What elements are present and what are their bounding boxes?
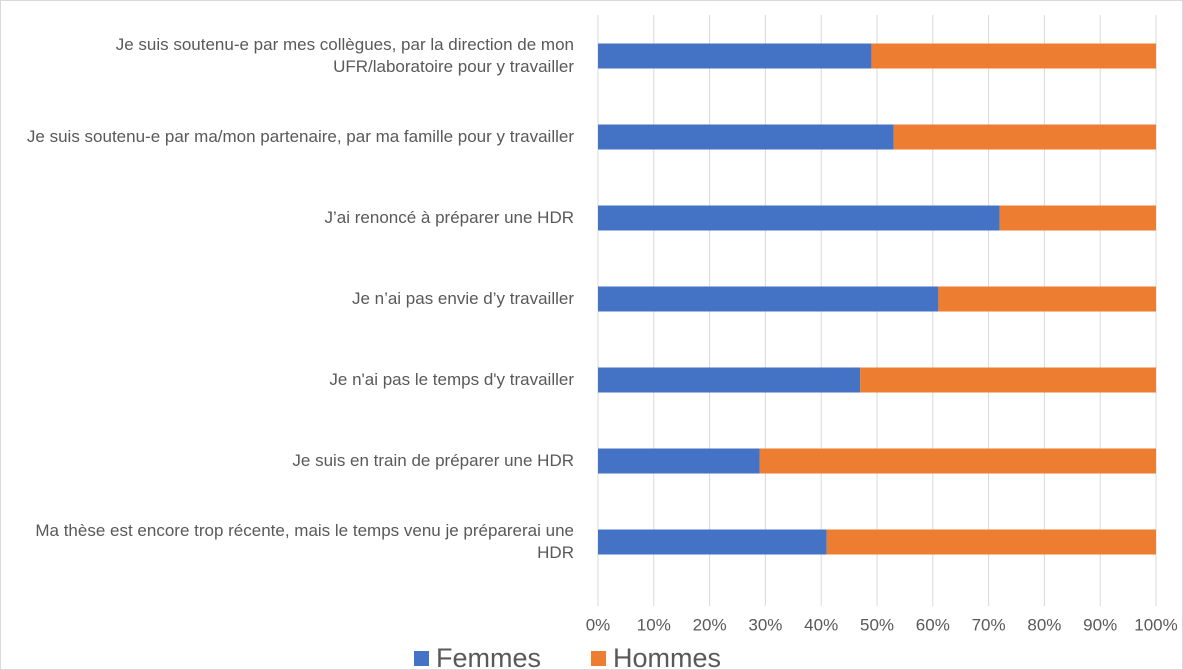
bar-segment bbox=[759, 448, 1156, 474]
bar-segment bbox=[871, 43, 1156, 69]
x-tick-label: 0% bbox=[586, 615, 611, 634]
x-tick-label: 20% bbox=[693, 615, 727, 634]
y-tick-label: J’ai renoncé à préparer une HDR bbox=[324, 208, 574, 227]
bar-segment bbox=[999, 205, 1156, 231]
bar-segment bbox=[938, 286, 1156, 312]
x-tick-label: 100% bbox=[1134, 615, 1177, 634]
bar-segment bbox=[860, 367, 1156, 393]
y-tick-label: Je n’ai pas envie d’y travailler bbox=[351, 289, 574, 308]
bar-segment bbox=[598, 124, 894, 150]
bar-segment bbox=[598, 286, 939, 312]
x-tick-label: 10% bbox=[637, 615, 671, 634]
y-tick-label: Je suis soutenu-e par ma/mon partenaire,… bbox=[26, 127, 574, 146]
bar-segment bbox=[598, 43, 872, 69]
x-tick-label: 70% bbox=[972, 615, 1006, 634]
y-tick-label: Ma thèse est encore trop récente, mais l… bbox=[35, 521, 574, 562]
bar-segment bbox=[598, 448, 760, 474]
bar-segment bbox=[893, 124, 1156, 150]
y-tick-label: Je n'ai pas le temps d'y travailler bbox=[329, 370, 574, 389]
bar-segment bbox=[598, 205, 1000, 231]
bar-segment bbox=[598, 529, 827, 555]
y-tick-label: Je suis en train de préparer une HDR bbox=[292, 451, 574, 470]
y-tick-label: Je suis soutenu-e par mes collègues, par… bbox=[115, 35, 574, 76]
x-tick-label: 50% bbox=[860, 615, 894, 634]
x-tick-label: 90% bbox=[1083, 615, 1117, 634]
bar-segment bbox=[826, 529, 1156, 555]
legend-swatch bbox=[591, 651, 607, 666]
x-tick-label: 40% bbox=[804, 615, 838, 634]
legend-swatch bbox=[414, 651, 429, 666]
legend-label: Hommes bbox=[613, 643, 721, 670]
x-tick-label: 60% bbox=[916, 615, 950, 634]
x-tick-label: 30% bbox=[748, 615, 782, 634]
legend-label: Femmes bbox=[436, 643, 541, 670]
bar-segment bbox=[598, 367, 861, 393]
x-tick-label: 80% bbox=[1027, 615, 1061, 634]
